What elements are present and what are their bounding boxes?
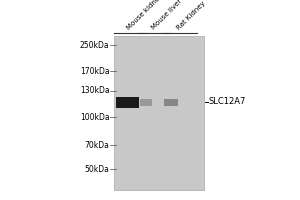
Bar (140, 99, 152, 106)
Text: 170kDa: 170kDa (80, 66, 110, 75)
Bar (116, 97, 139, 108)
Text: 130kDa: 130kDa (80, 86, 110, 95)
Text: 250kDa: 250kDa (80, 40, 110, 49)
Text: 70kDa: 70kDa (85, 140, 110, 149)
Text: Mouse kidney: Mouse kidney (126, 0, 165, 31)
Bar (114, 36, 204, 190)
Text: 100kDa: 100kDa (80, 112, 110, 121)
Text: Mouse liver: Mouse liver (150, 0, 183, 31)
Text: SLC12A7: SLC12A7 (208, 98, 246, 106)
Text: Rat Kidney: Rat Kidney (176, 0, 207, 31)
Bar (164, 99, 178, 106)
Text: 50kDa: 50kDa (85, 164, 110, 173)
